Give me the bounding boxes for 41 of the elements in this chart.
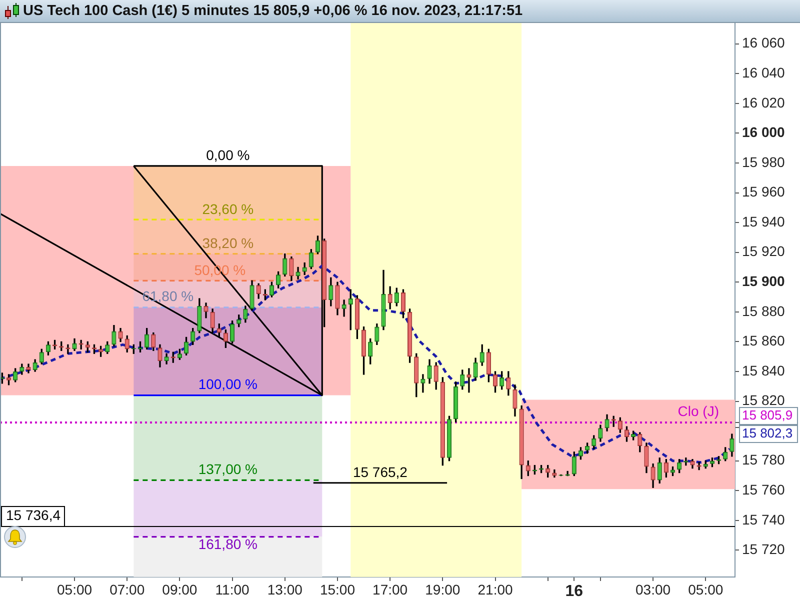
x-tick-label: 07:00: [110, 581, 145, 598]
y-tick-label: 15 802,3: [742, 426, 793, 441]
y-tick-label: 15 920: [742, 243, 786, 260]
series-label: 137,00 %: [198, 460, 258, 477]
y-tick-label: 15 880: [742, 302, 786, 319]
y-tick-label: 15 720: [742, 541, 786, 558]
y-tick-label: 15 860: [742, 332, 786, 349]
series-label: 23,60 %: [202, 200, 254, 217]
y-tick-label: 15 760: [742, 481, 786, 498]
x-tick-label: 17:00: [372, 581, 408, 598]
series-label: 161,80 %: [198, 536, 258, 552]
series-label: 15 765,2: [352, 464, 408, 480]
x-tick-label: 19:00: [425, 581, 460, 598]
x-tick-label: 21:00: [478, 581, 513, 598]
y-tick-label: 16 020: [742, 94, 786, 110]
x-tick-label: 05:00: [688, 581, 724, 598]
x-tick-label: 11:00: [215, 581, 250, 598]
x-tick-label: 05:00: [56, 581, 92, 598]
y-tick-label: 15 805,9: [742, 408, 793, 423]
y-tick-label: 16 000: [742, 124, 786, 140]
ref-line-label: Clo (J): [678, 402, 720, 419]
ref-line-label: 15 736,4: [6, 506, 61, 523]
y-tick-label: 16 040: [742, 64, 786, 80]
y-tick-label: 15 820: [742, 392, 786, 408]
y-tick-label: 16 060: [742, 34, 786, 51]
y-tick-label: 15 740: [742, 511, 786, 528]
y-tick-label: 15 780: [742, 452, 786, 468]
x-tick-label: 15:00: [320, 581, 356, 598]
chart-title: US Tech 100 Cash (1€) 5 minutes 15 805,9 +0,06 % 16 nov. 2023, 21:17:51: [23, 3, 523, 20]
y-tick-label: 15 960: [742, 184, 786, 200]
y-tick-label: 15 840: [742, 362, 786, 378]
x-tick-label: 13:00: [267, 581, 303, 598]
x-tick-label: 16: [565, 583, 584, 600]
x-tick-label: 03:00: [636, 581, 671, 598]
x-tick-label: 09:00: [162, 581, 198, 598]
y-tick-label: 15 940: [742, 213, 786, 230]
y-tick-label: 15 980: [742, 154, 786, 170]
series-label: 0,00 %: [206, 146, 250, 163]
y-tick-label: 15 900: [742, 272, 786, 289]
series-label: 100,00 %: [198, 376, 258, 392]
series-label: 38,20 %: [202, 234, 254, 251]
